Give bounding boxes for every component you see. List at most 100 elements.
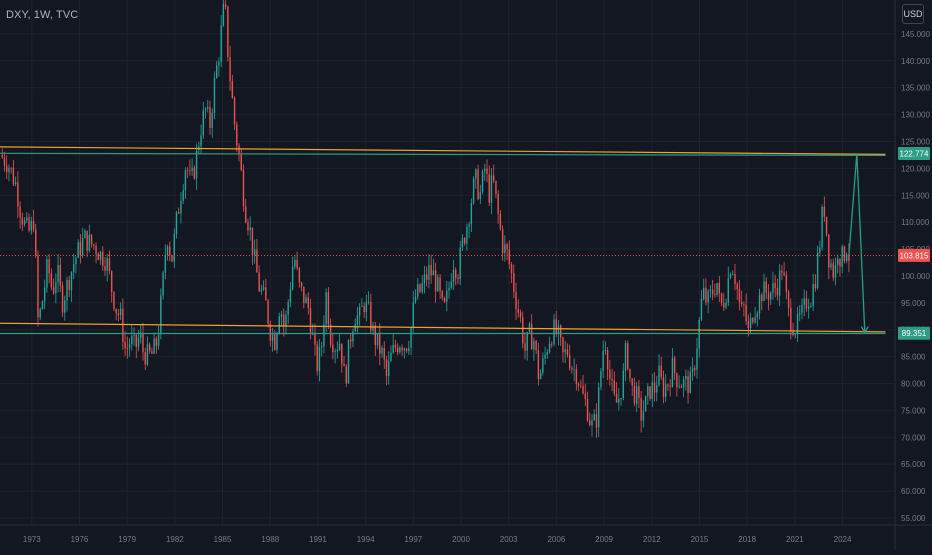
candle-body bbox=[367, 301, 370, 303]
candle-body bbox=[611, 378, 613, 381]
candle-body bbox=[245, 206, 247, 223]
candle-body bbox=[687, 376, 689, 394]
candle-body bbox=[580, 385, 582, 387]
candle-body bbox=[329, 324, 332, 345]
symbol-label[interactable]: DXY, 1W, TVC bbox=[6, 9, 79, 21]
candle-body bbox=[231, 81, 234, 99]
candle-body bbox=[667, 384, 669, 386]
candle-body bbox=[546, 352, 549, 355]
candle-body bbox=[84, 230, 86, 239]
candle-body bbox=[296, 259, 298, 269]
candle-body bbox=[816, 252, 819, 289]
candle-body bbox=[423, 274, 426, 284]
candle-body bbox=[385, 359, 388, 376]
candle-body bbox=[251, 227, 254, 255]
candle-body bbox=[265, 287, 267, 301]
candle-body bbox=[52, 287, 55, 294]
candle-body bbox=[457, 277, 459, 280]
candle-body bbox=[86, 230, 88, 251]
candle-body bbox=[12, 167, 15, 185]
candle-body bbox=[591, 420, 593, 426]
candle-body bbox=[752, 318, 754, 323]
candle-body bbox=[23, 220, 26, 225]
candle-body bbox=[195, 150, 198, 179]
candle-body bbox=[81, 238, 84, 256]
candle-body bbox=[146, 344, 149, 365]
candle-body bbox=[745, 304, 747, 322]
price-badge-label: 103.815 bbox=[900, 251, 929, 260]
candle-body bbox=[347, 339, 350, 384]
candle-body bbox=[131, 335, 133, 345]
candle-body bbox=[236, 124, 238, 146]
candle-body bbox=[653, 382, 656, 393]
candle-body bbox=[522, 317, 524, 344]
candle-body bbox=[613, 380, 616, 394]
candle-body bbox=[19, 206, 21, 218]
x-tick-label: 2003 bbox=[500, 535, 518, 544]
currency-button[interactable]: USD bbox=[902, 4, 924, 24]
candle-body bbox=[767, 292, 770, 300]
y-tick-label: 75.000 bbox=[901, 406, 926, 415]
candle-body bbox=[740, 302, 743, 305]
candle-body bbox=[756, 313, 759, 318]
candle-body bbox=[3, 157, 6, 166]
x-tick-label: 2006 bbox=[547, 535, 565, 544]
candle-body bbox=[702, 287, 705, 299]
x-tick-label: 1991 bbox=[309, 535, 327, 544]
candle-body bbox=[200, 135, 202, 147]
candle-body bbox=[615, 393, 618, 403]
y-tick-label: 70.000 bbox=[901, 433, 926, 442]
candle-body bbox=[582, 385, 584, 394]
candle-body bbox=[568, 354, 571, 369]
candle-body bbox=[542, 358, 544, 373]
candle-body bbox=[287, 301, 289, 315]
candle-body bbox=[629, 368, 631, 379]
candle-body bbox=[749, 318, 752, 329]
candle-body bbox=[327, 292, 330, 325]
candle-body bbox=[75, 257, 77, 265]
x-tick-label: 2012 bbox=[643, 535, 661, 544]
candle-body bbox=[336, 350, 339, 352]
x-tick-label: 2000 bbox=[452, 535, 470, 544]
candle-body bbox=[356, 315, 359, 325]
candle-body bbox=[162, 272, 164, 296]
candle-body bbox=[747, 321, 750, 329]
price-badge-label: 89.351 bbox=[902, 329, 927, 338]
candle-body bbox=[696, 348, 698, 371]
candle-body bbox=[463, 238, 466, 244]
candle-body bbox=[843, 246, 846, 262]
x-tick-label: 2024 bbox=[834, 535, 852, 544]
candle-body bbox=[781, 270, 783, 273]
candle-body bbox=[405, 348, 408, 351]
candle-body bbox=[562, 337, 564, 353]
candle-body bbox=[95, 245, 97, 255]
candle-body bbox=[169, 246, 171, 256]
candle-body bbox=[323, 324, 325, 347]
candle-body bbox=[819, 247, 821, 253]
candle-body bbox=[119, 308, 122, 315]
candle-body bbox=[468, 224, 470, 227]
candle-body bbox=[88, 234, 91, 251]
candle-body bbox=[785, 275, 788, 292]
y-tick-label: 95.000 bbox=[901, 299, 926, 308]
candle-body bbox=[685, 376, 687, 380]
candle-body bbox=[497, 194, 499, 214]
candle-body bbox=[821, 206, 823, 248]
candle-body bbox=[526, 331, 528, 351]
candle-body bbox=[620, 398, 622, 399]
y-tick-label: 115.000 bbox=[901, 191, 930, 200]
candle-body bbox=[276, 333, 278, 350]
candle-body bbox=[736, 284, 738, 289]
candle-body bbox=[253, 249, 256, 255]
candle-body bbox=[662, 377, 665, 397]
candle-body bbox=[224, 4, 227, 7]
candle-body bbox=[50, 273, 53, 288]
candle-body bbox=[602, 350, 604, 371]
candle-body bbox=[37, 255, 39, 318]
candle-body bbox=[810, 306, 812, 307]
candle-body bbox=[437, 277, 439, 292]
candle-body bbox=[510, 264, 513, 273]
candle-body bbox=[544, 354, 546, 359]
